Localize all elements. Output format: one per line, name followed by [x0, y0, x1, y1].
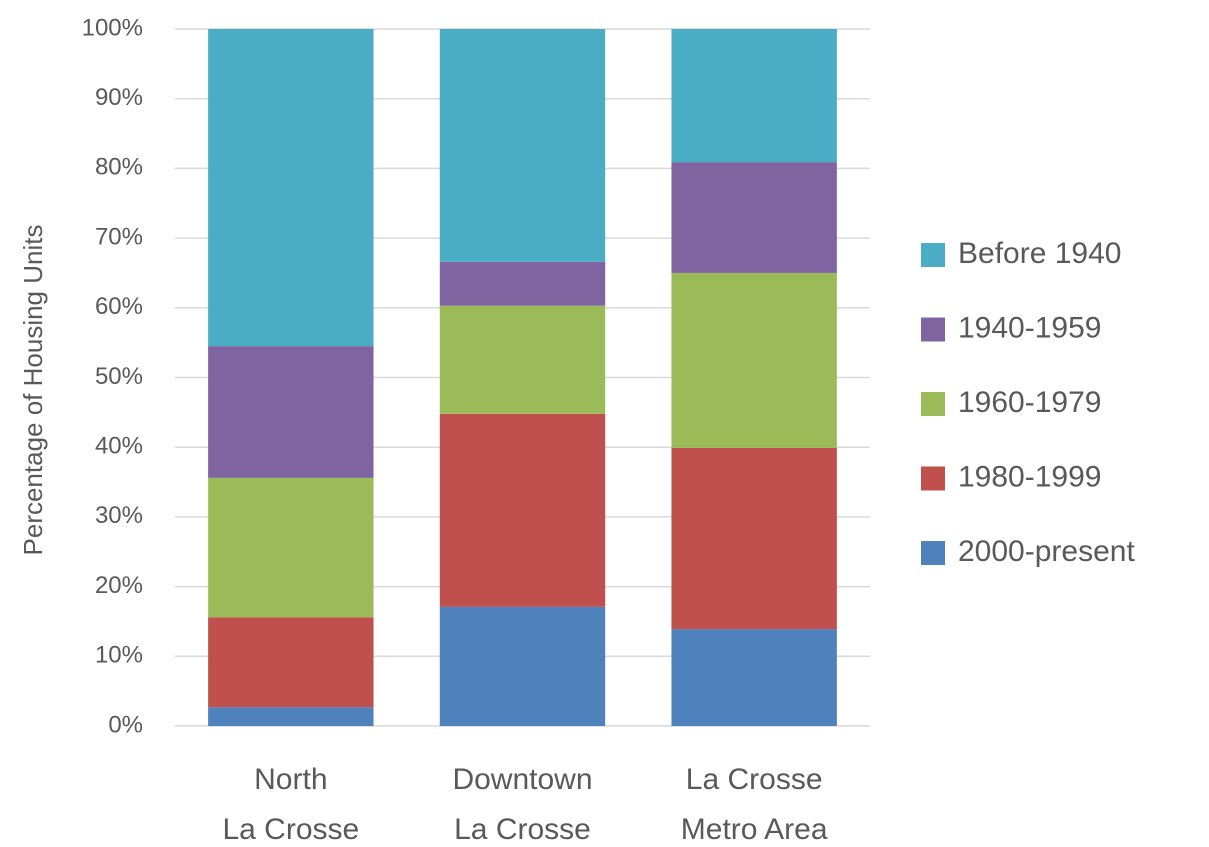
legend-swatch [921, 317, 945, 342]
y-tick-label: 90% [95, 84, 143, 111]
y-tick-label: 100% [82, 14, 143, 41]
y-tick-label: 10% [95, 642, 143, 669]
y-axis-title: Percentage of Housing Units [18, 225, 48, 556]
bar-segment [208, 707, 374, 726]
y-tick-label: 20% [95, 572, 143, 599]
legend-label: 2000-present [958, 535, 1135, 568]
legend-swatch [921, 392, 945, 416]
bar-segment [439, 29, 606, 262]
bar-segment [439, 261, 606, 306]
y-tick-label: 60% [95, 293, 143, 320]
legend-label: 1940-1959 [958, 311, 1101, 344]
y-tick-label: 40% [95, 433, 143, 460]
bar-segment [208, 477, 374, 618]
legend-swatch [921, 541, 945, 565]
bar-segment [208, 29, 374, 347]
x-tick-label: North La Crosse [222, 763, 360, 846]
y-tick-label: 30% [95, 502, 143, 529]
legend-swatch [921, 466, 945, 491]
bar-segment [671, 272, 837, 448]
x-tick-label: La Crosse Metro Area [680, 763, 828, 846]
y-tick-label: 50% [95, 363, 143, 390]
bar-segment [671, 29, 837, 163]
bar-segment [208, 617, 374, 708]
y-tick-label: 0% [108, 711, 143, 738]
y-tick-label: 80% [95, 154, 143, 181]
y-tick-label: 70% [95, 223, 143, 250]
bar-segment [208, 346, 374, 478]
bar-segment [671, 162, 837, 273]
legend-label: Before 1940 [958, 237, 1121, 270]
legend-swatch [921, 243, 945, 267]
bar-segment [439, 413, 606, 607]
x-tick-label: Downtown La Crosse [452, 763, 593, 846]
bar-segment [671, 629, 837, 726]
bar-segment [439, 606, 606, 726]
legend-label: 1960-1979 [958, 386, 1101, 419]
bar-segment [439, 305, 606, 414]
legend-label: 1980-1999 [958, 460, 1101, 493]
bar-segment [671, 447, 837, 630]
